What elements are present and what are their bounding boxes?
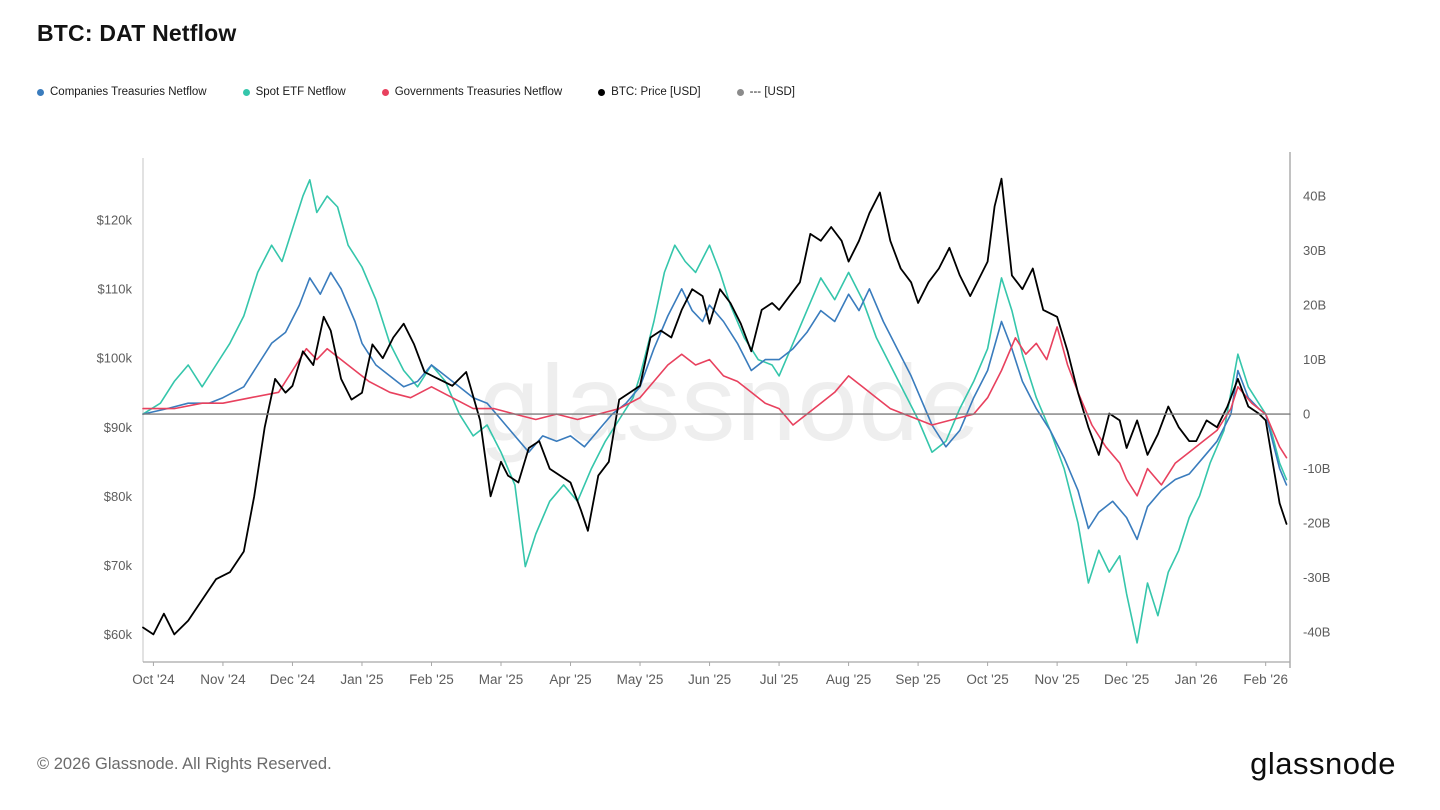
series-companies-treasuries-netflow [142, 271, 1288, 541]
svg-text:$110k: $110k [98, 282, 133, 297]
svg-text:-30B: -30B [1303, 570, 1330, 585]
svg-text:Sep '25: Sep '25 [895, 672, 940, 687]
legend-dot-icon [381, 88, 389, 96]
legend-item[interactable]: Companies Treasuries Netflow [37, 86, 207, 98]
svg-text:10B: 10B [1303, 352, 1326, 367]
svg-text:$60k: $60k [104, 627, 133, 642]
svg-text:Feb '26: Feb '26 [1243, 672, 1288, 687]
svg-text:$100k: $100k [97, 351, 133, 366]
svg-text:-10B: -10B [1303, 461, 1330, 476]
svg-text:Oct '25: Oct '25 [966, 672, 1008, 687]
svg-text:Jul '25: Jul '25 [760, 672, 799, 687]
svg-text:Aug '25: Aug '25 [826, 672, 871, 687]
series-spot-etf-netflow [142, 179, 1288, 644]
svg-text:Jan '26: Jan '26 [1175, 672, 1218, 687]
svg-text:$90k: $90k [104, 420, 133, 435]
page-footer: © 2026 Glassnode. All Rights Reserved. g… [37, 746, 1396, 782]
legend-item-label: --- [USD] [749, 86, 795, 98]
svg-text:Mar '25: Mar '25 [479, 672, 524, 687]
svg-text:Dec '25: Dec '25 [1104, 672, 1149, 687]
legend-item[interactable]: BTC: Price [USD] [598, 86, 701, 98]
copyright-text: © 2026 Glassnode. All Rights Reserved. [37, 754, 332, 773]
svg-text:May '25: May '25 [617, 672, 664, 687]
series-governments-treasuries-netflow [142, 326, 1288, 497]
svg-text:40B: 40B [1303, 189, 1326, 204]
legend-dot-icon [736, 88, 744, 96]
svg-text:Nov '25: Nov '25 [1034, 672, 1079, 687]
legend-dot-icon [37, 88, 44, 96]
svg-text:-40B: -40B [1303, 625, 1330, 640]
svg-text:Dec '24: Dec '24 [270, 672, 316, 687]
svg-text:20B: 20B [1303, 298, 1326, 313]
series-btc-price-usd [142, 177, 1288, 636]
glassnode-logo: glassnode [1250, 746, 1396, 781]
legend-item-label: Spot ETF Netflow [255, 86, 346, 98]
legend-item[interactable]: Spot ETF Netflow [242, 86, 346, 98]
svg-text:Apr '25: Apr '25 [549, 672, 591, 687]
svg-text:$70k: $70k [104, 558, 133, 573]
chart-legend: Companies Treasuries Netflow Spot ETF Net… [37, 86, 795, 98]
svg-text:Jun '25: Jun '25 [688, 672, 731, 687]
svg-text:-20B: -20B [1303, 516, 1330, 531]
svg-text:0: 0 [1303, 407, 1310, 422]
legend-item-label: BTC: Price [USD] [611, 86, 701, 98]
legend-item[interactable]: Governments Treasuries Netflow [381, 86, 563, 98]
legend-dot-icon [598, 88, 606, 96]
legend-item-label: Companies Treasuries Netflow [50, 86, 207, 98]
svg-text:Oct '24: Oct '24 [132, 672, 175, 687]
page-title: BTC: DAT Netflow [37, 20, 237, 46]
legend-item[interactable]: --- [USD] [736, 86, 795, 98]
svg-text:Feb '25: Feb '25 [409, 672, 454, 687]
svg-text:30B: 30B [1303, 243, 1326, 258]
legend-item-label: Governments Treasuries Netflow [394, 86, 563, 98]
svg-text:$120k: $120k [97, 213, 133, 228]
svg-text:$80k: $80k [104, 489, 133, 504]
svg-text:Jan '25: Jan '25 [340, 672, 383, 687]
legend-dot-icon [242, 88, 250, 96]
svg-text:Nov '24: Nov '24 [200, 672, 246, 687]
